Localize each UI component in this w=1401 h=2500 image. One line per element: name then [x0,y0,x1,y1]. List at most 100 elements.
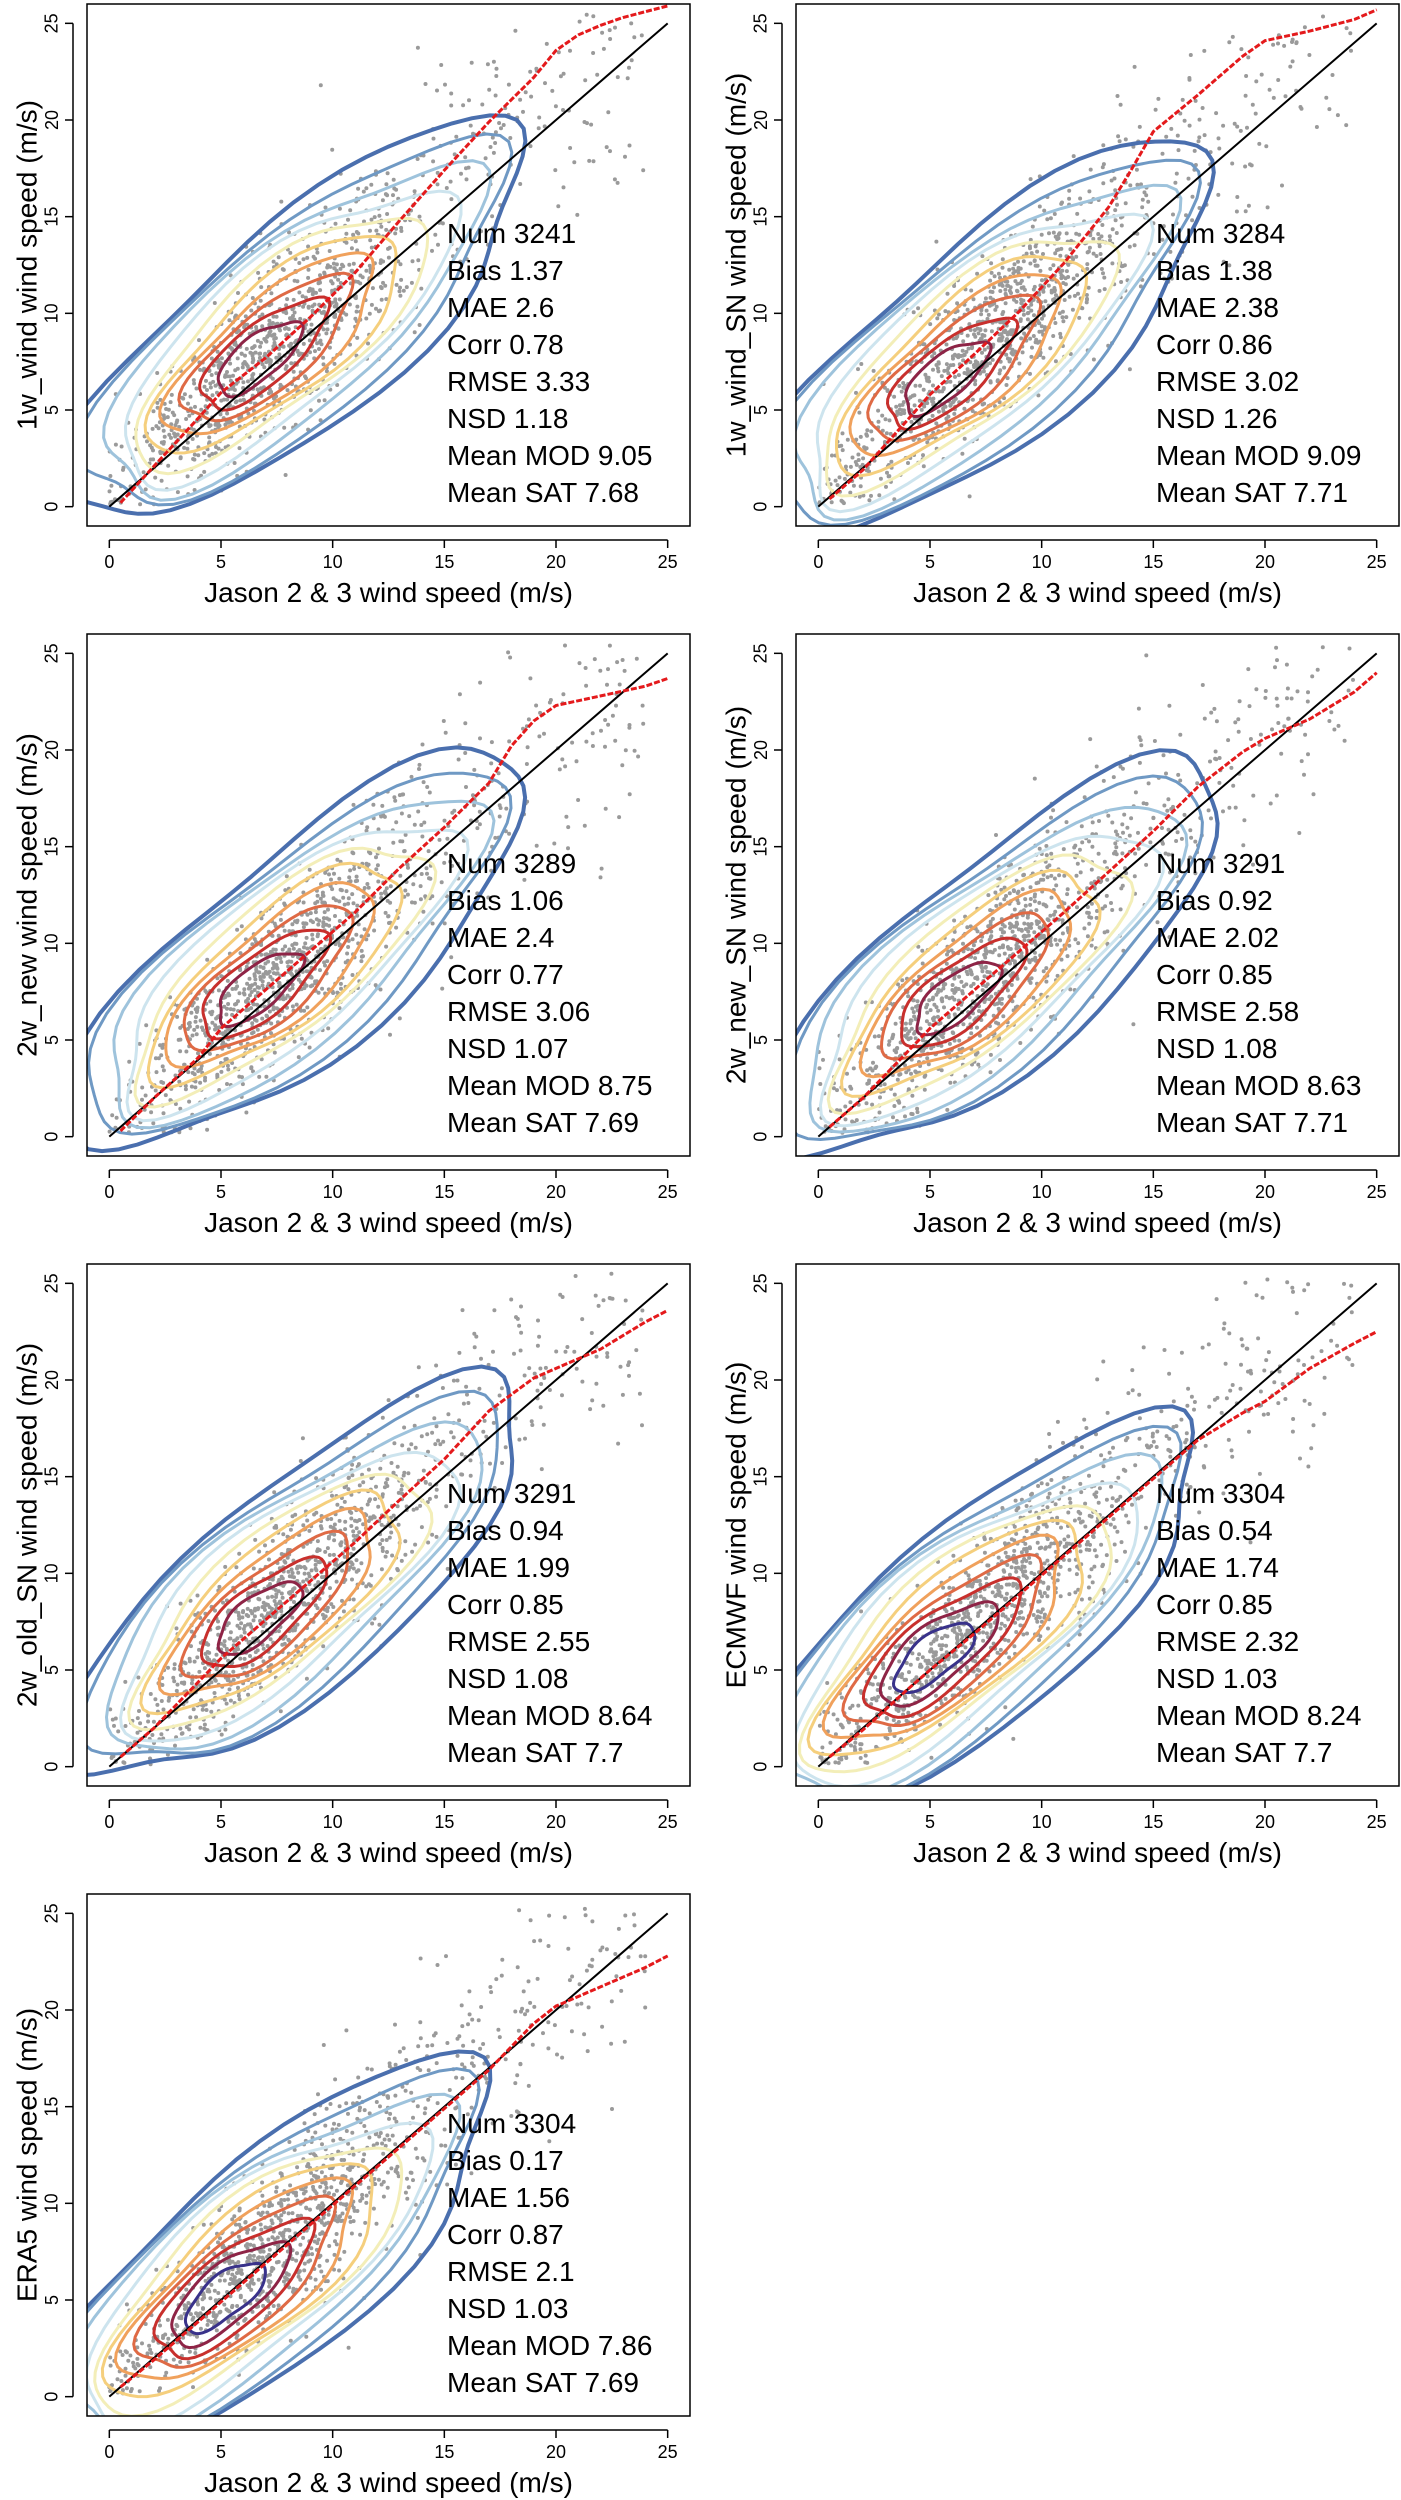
scatter-point [1012,907,1017,912]
scatter-point [1075,905,1079,910]
scatter-point [911,1010,916,1015]
scatter-point [842,476,847,481]
scatter-point [346,945,351,949]
scatter-point [1251,793,1256,798]
scatter-point [303,1566,308,1571]
scatter-point [612,177,617,182]
scatter-point [946,371,951,376]
scatter-point [1120,822,1125,827]
scatter-point [1102,287,1107,292]
scatter-point [512,1351,516,1356]
scatter-point [1182,812,1187,817]
scatter-point [1097,244,1102,249]
scatter-point [434,1534,439,1539]
scatter-point [983,296,988,301]
scatter-point [151,409,156,414]
scatter-point [865,1068,870,1073]
scatter-point [553,168,558,173]
scatter-point [529,94,534,99]
scatter-point [976,331,981,336]
scatter-point [1007,921,1012,926]
scatter-point [1123,137,1128,142]
scatter-point [566,846,570,851]
scatter-point [927,1022,932,1027]
scatter-point [1346,688,1351,693]
x-tick-label: 5 [216,1182,226,1202]
scatter-point [945,1107,950,1112]
scatter-point [1174,171,1179,176]
scatter-point [1032,950,1037,955]
scatter-point [1030,345,1034,350]
scatter-point [622,668,627,673]
density-contours [796,748,1220,1156]
scatter-point [1275,703,1280,708]
scatter-point [271,314,276,319]
scatter-point [1085,910,1090,915]
scatter-point [273,336,278,341]
scatter-point [198,1080,203,1085]
scatter-point [1119,280,1124,284]
scatter-point [1049,851,1054,856]
scatter-point [887,418,892,423]
scatter-point [114,1115,119,1120]
scatter-point [953,986,958,991]
scatter-point [208,999,213,1004]
y-axis-title: 2w_new_SN wind speed (m/s) [720,706,751,1084]
scatter-point [457,1350,462,1355]
scatter-point [478,736,482,741]
scatter-point [269,1031,273,1036]
stat-line: RMSE 3.02 [1156,366,1299,397]
scatter-point [153,475,158,480]
scatter-point [257,970,262,975]
scatter-point [384,886,389,891]
scatter-point [629,21,634,26]
scatter-point [463,721,468,726]
scatter-point [1087,189,1092,194]
scatter-point [1039,329,1044,334]
scatter-point [1094,915,1099,920]
scatter-point [908,1018,913,1023]
scatter-point [395,1504,400,1509]
scatter-point [1187,123,1192,128]
scatter-point [1166,827,1171,832]
scatter-point [219,974,224,979]
scatter-point [283,888,288,893]
scatter-point [458,259,463,264]
scatter-point [1180,97,1185,102]
scatter-point [884,431,889,436]
scatter-point [1088,737,1093,742]
scatter-point [258,964,263,969]
scatter-point [160,1683,165,1687]
contour-level [146,861,404,1090]
scatter-point [920,948,925,953]
scatter-point [941,406,946,411]
scatter-point [183,1087,188,1092]
scatter-point [1155,920,1160,925]
scatter-point [591,159,596,164]
scatter-point [973,382,978,387]
scatter-point [146,1713,151,1718]
scatter-point [930,413,935,418]
scatter-point [1039,324,1044,329]
scatter-point [430,248,434,253]
scatter-point [584,739,589,744]
scatter-point [1009,291,1013,295]
scatter-point [359,934,364,939]
scatter-point [457,692,462,697]
scatter-point [979,308,984,313]
contour-level [87,113,528,516]
scatter-point [234,381,239,386]
scatter-point [884,484,888,489]
scatter-point [366,341,370,346]
scatter-point [910,1006,915,1011]
scatter-point [260,983,265,988]
scatter-point [379,297,384,302]
scatter-point [1216,192,1221,197]
scatter-point [294,941,299,946]
scatter-point [486,895,491,900]
scatter-point [485,62,490,67]
x-axis-title: Jason 2 & 3 wind speed (m/s) [913,1207,1282,1238]
scatter-point [1258,732,1263,737]
scatter-point [182,445,187,450]
scatter-point [412,900,417,905]
